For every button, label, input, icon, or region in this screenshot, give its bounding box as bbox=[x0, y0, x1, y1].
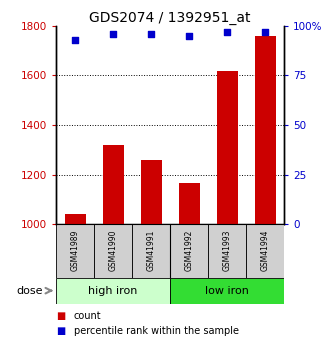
Title: GDS2074 / 1392951_at: GDS2074 / 1392951_at bbox=[89, 11, 251, 25]
Bar bbox=[65, 214, 86, 224]
Text: dose: dose bbox=[17, 286, 43, 296]
Text: GSM41994: GSM41994 bbox=[261, 229, 270, 271]
Bar bbox=[56, 278, 170, 304]
Text: high iron: high iron bbox=[89, 286, 138, 296]
Text: GSM41989: GSM41989 bbox=[71, 229, 80, 270]
Bar bbox=[132, 224, 170, 278]
Bar bbox=[94, 224, 132, 278]
Text: percentile rank within the sample: percentile rank within the sample bbox=[74, 326, 239, 335]
Bar bbox=[141, 160, 161, 224]
Bar bbox=[208, 224, 246, 278]
Point bbox=[263, 29, 268, 34]
Text: GSM41990: GSM41990 bbox=[108, 229, 118, 271]
Bar bbox=[170, 278, 284, 304]
Bar bbox=[56, 224, 94, 278]
Text: ■: ■ bbox=[56, 311, 65, 321]
Text: GSM41992: GSM41992 bbox=[185, 229, 194, 270]
Text: GSM41993: GSM41993 bbox=[222, 229, 232, 271]
Bar bbox=[179, 183, 200, 224]
Bar bbox=[170, 224, 208, 278]
Bar bbox=[103, 145, 124, 224]
Point bbox=[149, 31, 154, 37]
Point bbox=[187, 33, 192, 39]
Bar bbox=[246, 224, 284, 278]
Point bbox=[110, 31, 116, 37]
Bar bbox=[255, 36, 275, 224]
Point bbox=[73, 37, 78, 42]
Text: ■: ■ bbox=[56, 326, 65, 335]
Text: GSM41991: GSM41991 bbox=[147, 229, 156, 270]
Bar bbox=[217, 70, 238, 224]
Point bbox=[224, 29, 230, 34]
Text: count: count bbox=[74, 311, 101, 321]
Text: low iron: low iron bbox=[205, 286, 249, 296]
